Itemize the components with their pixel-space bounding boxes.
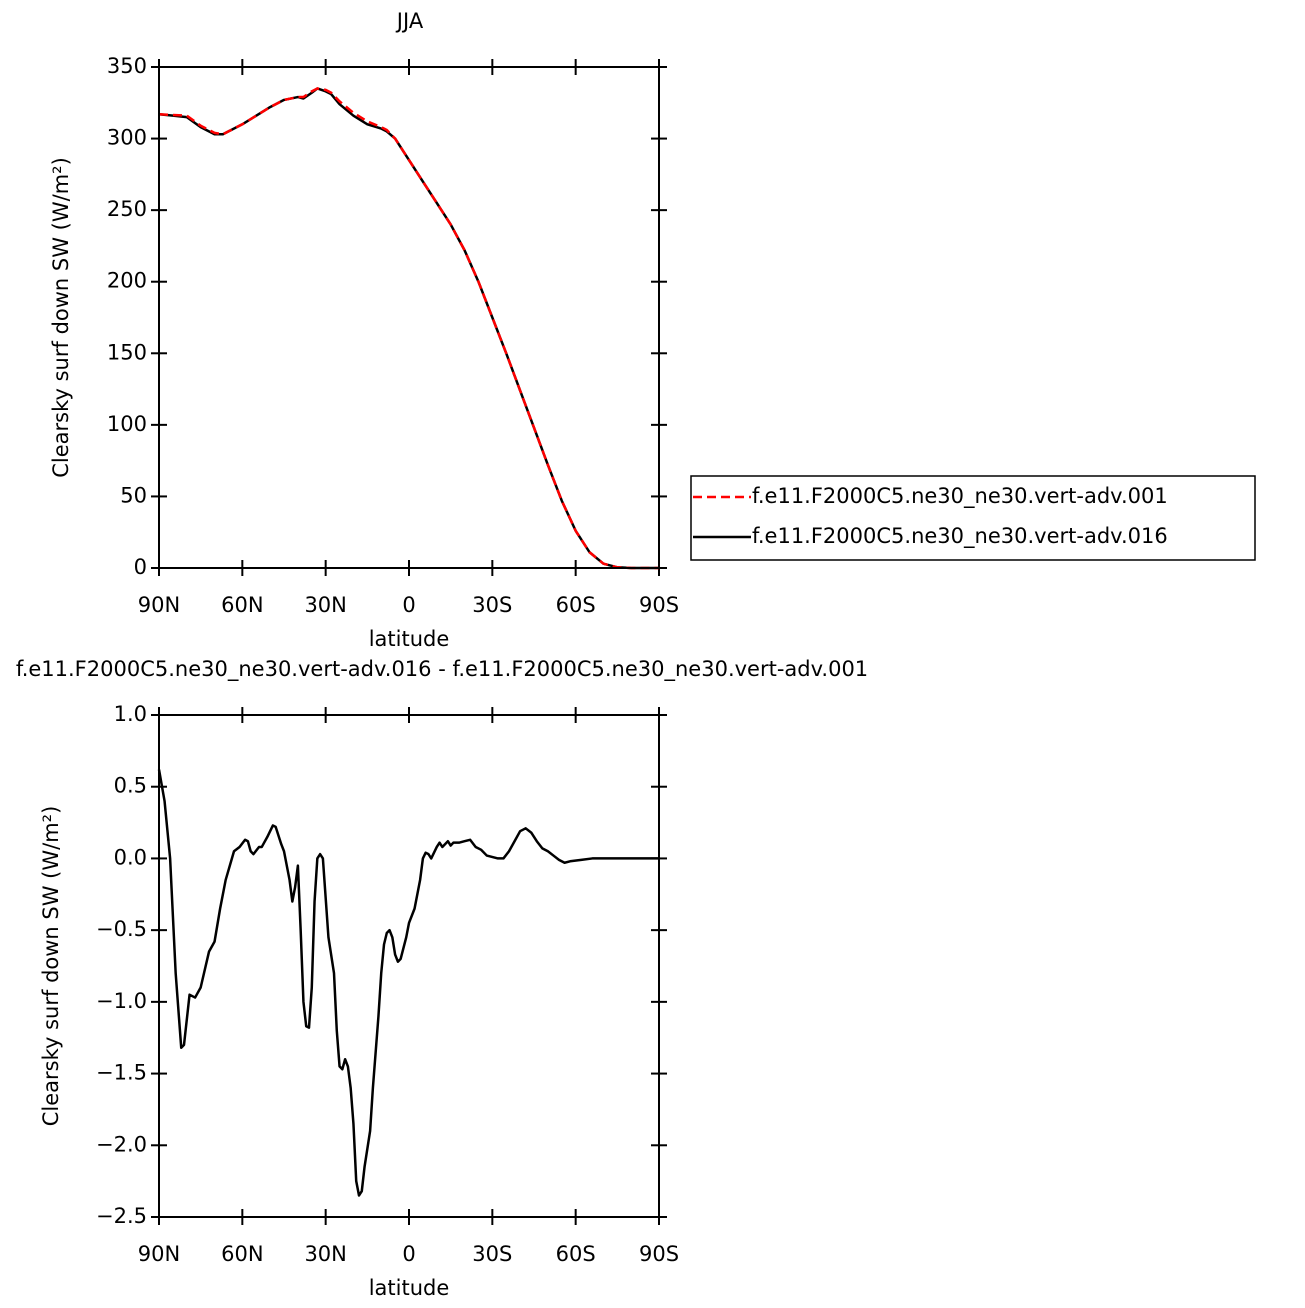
y-tick-label: 50 — [120, 483, 147, 507]
x-axis-label: latitude — [369, 1276, 450, 1300]
plot-frame — [158, 714, 660, 1218]
x-tick-label: 60N — [221, 1242, 263, 1266]
y-tick-label: −0.5 — [96, 917, 147, 941]
plot-frame — [158, 66, 660, 569]
y-tick-label: 350 — [107, 54, 147, 78]
chart-title: f.e11.F2000C5.ne30_ne30.vert-adv.016 - f… — [16, 657, 868, 682]
x-tick-label: 0 — [402, 593, 415, 617]
x-tick-label: 0 — [402, 1242, 415, 1266]
x-tick-label: 90N — [138, 1242, 180, 1266]
x-tick-label: 30S — [472, 593, 512, 617]
x-tick-label: 90S — [639, 593, 679, 617]
legend-label: f.e11.F2000C5.ne30_ne30.vert-adv.016 — [752, 524, 1168, 549]
x-tick-label: 60N — [221, 593, 263, 617]
x-tick-label: 60S — [556, 1242, 596, 1266]
y-tick-label: −2.5 — [96, 1204, 147, 1228]
legend-box — [690, 475, 1256, 561]
y-tick-label: 200 — [107, 269, 147, 293]
y-tick-label: 0.5 — [114, 774, 147, 798]
x-tick-label: 30N — [304, 1242, 346, 1266]
y-tick-label: 0 — [134, 555, 147, 579]
x-tick-label: 90N — [138, 593, 180, 617]
y-tick-label: 100 — [107, 412, 147, 436]
data-line — [157, 769, 659, 1197]
chart-title: JJA — [395, 9, 424, 33]
y-tick-label: −2.0 — [96, 1132, 147, 1156]
x-tick-label: 30N — [304, 593, 346, 617]
y-tick-label: 250 — [107, 197, 147, 221]
x-tick-label: 60S — [556, 593, 596, 617]
y-tick-label: −1.0 — [96, 989, 147, 1013]
data-line — [158, 87, 659, 570]
y-axis-label: Clearsky surf down SW (W/m²) — [49, 157, 73, 478]
y-tick-label: −1.5 — [96, 1061, 147, 1085]
y-tick-label: 0.0 — [114, 845, 147, 869]
x-tick-label: 90S — [639, 1242, 679, 1266]
x-tick-label: 30S — [472, 1242, 512, 1266]
y-tick-label: 300 — [107, 126, 147, 150]
y-tick-label: 150 — [107, 340, 147, 364]
x-axis-label: latitude — [369, 627, 450, 651]
legend-label: f.e11.F2000C5.ne30_ne30.vert-adv.001 — [752, 484, 1168, 509]
y-tick-label: 1.0 — [114, 702, 147, 726]
y-axis-label: Clearsky surf down SW (W/m²) — [39, 806, 63, 1127]
